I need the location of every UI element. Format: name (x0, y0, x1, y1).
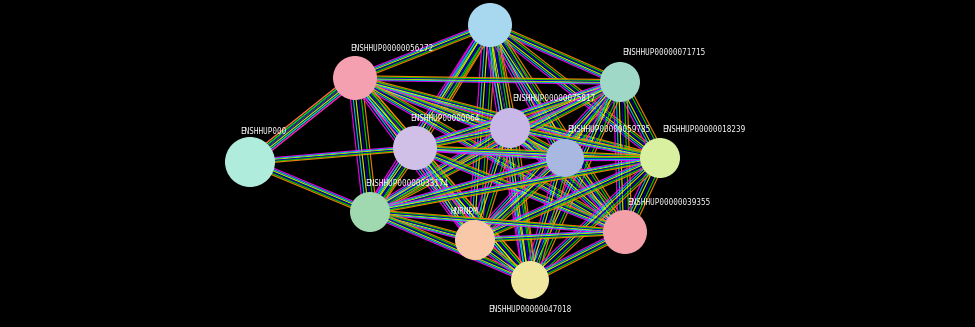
Text: ENSHHUP00000039355: ENSHHUP00000039355 (627, 198, 710, 207)
Text: ENSHHUP00000075817: ENSHHUP00000075817 (512, 95, 595, 103)
Ellipse shape (225, 137, 275, 187)
Text: ENSHHUP00000033174: ENSHHUP00000033174 (365, 180, 448, 188)
Ellipse shape (600, 62, 640, 102)
Text: ENSHHUP00000064: ENSHHUP00000064 (410, 114, 480, 124)
Ellipse shape (640, 138, 680, 178)
Text: ENSHHUP00000047018: ENSHHUP00000047018 (488, 304, 571, 314)
Ellipse shape (490, 108, 530, 148)
Ellipse shape (468, 3, 512, 47)
Ellipse shape (350, 192, 390, 232)
Text: ENSHHUP000: ENSHHUP000 (240, 127, 287, 136)
Ellipse shape (333, 56, 377, 100)
Ellipse shape (511, 261, 549, 299)
Ellipse shape (393, 126, 437, 170)
Ellipse shape (455, 220, 495, 260)
Text: HNRNPM: HNRNPM (450, 207, 479, 216)
Ellipse shape (603, 210, 647, 254)
Text: ENSHHUP00000071715: ENSHHUP00000071715 (622, 48, 705, 58)
Text: ENSHHUP00000056272: ENSHHUP00000056272 (350, 44, 433, 54)
Ellipse shape (546, 139, 584, 177)
Text: ENSHHUP00000018239: ENSHHUP00000018239 (662, 126, 745, 134)
Text: ENSHHUP00000059785: ENSHHUP00000059785 (566, 126, 650, 134)
